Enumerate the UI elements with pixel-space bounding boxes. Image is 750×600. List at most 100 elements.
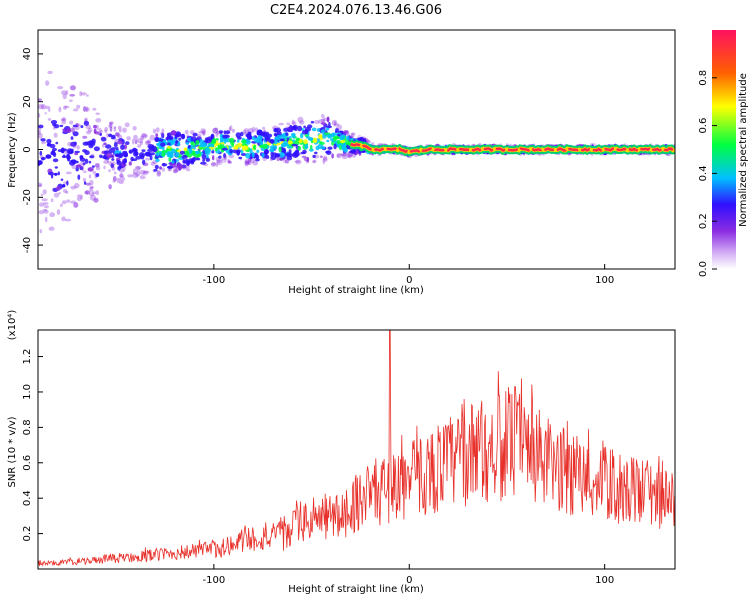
spectrogram-cell	[192, 132, 198, 137]
spectrogram-cell	[278, 122, 284, 126]
spectrogram-cell	[116, 132, 120, 138]
spectrogram-cell	[222, 119, 229, 123]
spectrogram-cell	[318, 141, 323, 144]
spectrogram-cell	[198, 131, 204, 134]
spectrogram-cell	[242, 177, 246, 184]
spectrogram-marks	[38, 30, 675, 267]
spectrogram-cell	[44, 112, 47, 115]
spectrogram-cell	[295, 149, 299, 154]
spectrogram-cell	[225, 130, 231, 135]
spectrogram-cell	[297, 125, 303, 132]
spectrogram-cell	[99, 130, 103, 134]
spectrogram-cell	[228, 160, 232, 164]
spectrogram-cell	[491, 153, 498, 157]
x-tick-label: -100	[203, 575, 226, 586]
spectrogram-cell	[325, 150, 332, 156]
spectrogram-cell	[82, 177, 87, 182]
spectrogram-cell	[276, 126, 281, 130]
spectrogram-cell	[202, 158, 206, 162]
spectrogram-cell	[149, 152, 155, 156]
spectrogram-cell	[88, 143, 94, 149]
spectrogram-cell	[227, 123, 231, 127]
spectrogram-cell	[87, 85, 91, 88]
spectrogram-cell	[287, 162, 292, 168]
spectrogram-cell	[122, 160, 126, 165]
spectrogram-cell	[82, 106, 87, 112]
spectrogram-cell	[97, 208, 101, 213]
spectrogram-cell	[122, 119, 125, 123]
spectrogram-cell	[290, 164, 295, 168]
spectrogram-cell	[74, 225, 81, 229]
spectrogram-cell	[132, 168, 136, 175]
spectrogram-cell	[45, 252, 53, 256]
spectrogram-cell	[156, 152, 159, 157]
spectrogram-cell	[44, 246, 50, 250]
spectrogram-cell	[132, 117, 137, 123]
spectrogram-cell	[131, 119, 135, 125]
spectrogram-cell	[229, 150, 233, 154]
spectrogram-cell	[82, 135, 88, 139]
spectrogram-cell	[103, 160, 109, 164]
spectrogram-cell	[343, 151, 348, 156]
spectrogram-cell	[176, 118, 179, 125]
spectrogram-cell	[343, 130, 349, 134]
spectrogram-cell	[136, 166, 142, 170]
spectrogram-cell	[83, 120, 90, 126]
spectrogram-cell	[243, 130, 247, 135]
spectrogram-cell	[46, 138, 52, 144]
spectrogram-cell	[181, 165, 188, 170]
spectrogram-cell	[86, 182, 91, 186]
spectrogram-cell	[292, 121, 297, 126]
spectrogram-cell	[167, 165, 173, 169]
spectrogram-cell	[303, 168, 309, 172]
spectrogram-cell	[89, 194, 96, 201]
spectrogram-cell	[144, 134, 148, 138]
spectrogram-cell	[175, 164, 182, 171]
spectrogram-cell	[56, 209, 61, 216]
spectrogram-cell	[291, 134, 296, 139]
spectrogram-cell	[113, 126, 117, 129]
spectrogram-cell	[351, 152, 357, 158]
spectrogram-cell	[207, 165, 213, 170]
spectrogram-cell	[155, 190, 159, 195]
spectrogram-cell	[251, 151, 255, 158]
spectrogram-cell	[167, 132, 172, 138]
spectrogram-cell	[350, 133, 355, 139]
snr-x-ticks: -100 0 100	[203, 564, 614, 586]
spectrogram-cell	[106, 152, 113, 159]
spectrogram-cell	[167, 168, 172, 172]
spectrogram-cell	[307, 163, 312, 170]
spectrogram-cell	[256, 132, 260, 136]
spectrogram-cell	[343, 146, 348, 153]
spectrogram-cell	[155, 120, 160, 126]
spectrogram-cell	[134, 165, 141, 172]
y-tick-label: 0	[22, 146, 33, 152]
spectrogram-cell	[342, 152, 347, 157]
spectrogram-cell	[135, 117, 138, 121]
spectrogram-cell	[61, 90, 67, 95]
spectrogram-cell	[303, 125, 306, 129]
spectrogram-cell	[323, 117, 328, 122]
spectrogram-cell	[311, 127, 317, 132]
spectrogram-cell	[218, 167, 224, 172]
spectrogram-cell	[215, 138, 219, 141]
spectrogram-cell	[65, 191, 69, 194]
spectrogram-cell	[221, 147, 228, 151]
spectrogram-cell	[41, 141, 46, 145]
spectrogram-cell	[116, 177, 121, 183]
spectrogram-cell	[38, 132, 43, 139]
spectrogram-cell	[180, 168, 186, 173]
spectrogram-cell	[267, 118, 274, 122]
spectrogram-cell	[59, 124, 64, 128]
spectrogram-cell	[70, 136, 74, 140]
spectrogram-cell	[392, 153, 398, 157]
spectrogram-cell	[264, 136, 269, 141]
spectrogram-cell	[111, 161, 116, 166]
spectrogram-cell	[386, 142, 393, 146]
spectrogram-cell	[138, 152, 146, 158]
spectrogram-cell	[104, 129, 108, 133]
spectrogram-cell	[115, 103, 119, 108]
spectrogram-cell	[155, 158, 160, 162]
spectrogram-cell	[90, 185, 94, 189]
spectrogram-cell	[223, 124, 229, 129]
